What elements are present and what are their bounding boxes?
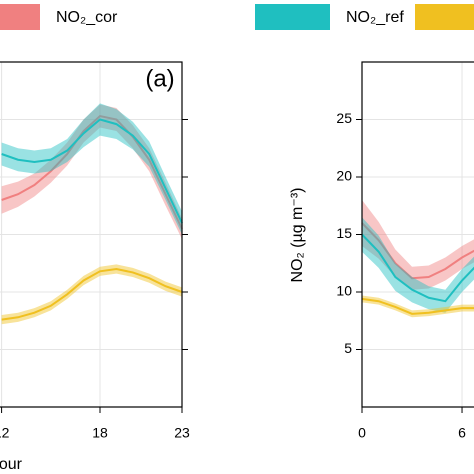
legend-label: NO₂_cor [56,9,118,26]
panel-annotation: (a) [145,65,174,92]
confidence-band [1,264,182,325]
legend-swatch [0,4,40,30]
series-line [361,222,474,280]
confidence-band [1,103,182,235]
series-line [361,297,474,315]
y-tick-label: 25 [336,110,352,126]
x-tick-label: 23 [174,425,190,441]
series-line [1,118,183,224]
legend-swatch [415,4,474,30]
x-tick-label: 0 [358,425,366,441]
legend-swatch [255,4,330,30]
confidence-band [362,295,474,318]
x-axis-label: Hour [0,456,23,473]
y-tick-label: 5 [344,340,352,356]
confidence-band [1,104,182,240]
x-tick-label: 12 [0,425,10,441]
x-tick-label: 6 [458,425,466,441]
series-line [361,233,474,303]
x-tick-label: 18 [92,425,108,441]
y-axis-label: NO₂ (µg m⁻³) [289,188,306,283]
y-tick-label: 15 [336,225,352,241]
y-tick-label: 20 [336,168,352,184]
series-line [1,267,183,321]
y-tick-label: 10 [336,283,352,299]
legend-label: NO₂_ref [346,9,404,26]
series-line [1,114,183,230]
